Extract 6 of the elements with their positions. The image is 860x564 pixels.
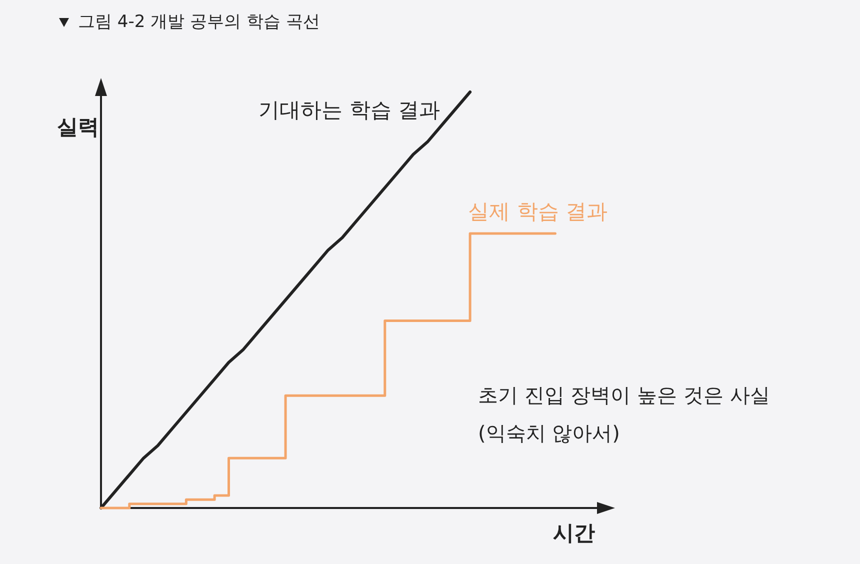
chart-title: 그림 4-2 개발 공부의 학습 곡선 bbox=[78, 12, 320, 32]
series-label: 기대하는 학습 결과 bbox=[258, 98, 440, 122]
y-axis-title: 실력 bbox=[57, 115, 99, 139]
x-axis-title: 시간 bbox=[553, 521, 595, 545]
series-label: 실제 학습 결과 bbox=[468, 199, 608, 224]
annotation: 초기 진입 장벽이 높은 것은 사실 (익숙치 않아서) bbox=[478, 383, 770, 445]
